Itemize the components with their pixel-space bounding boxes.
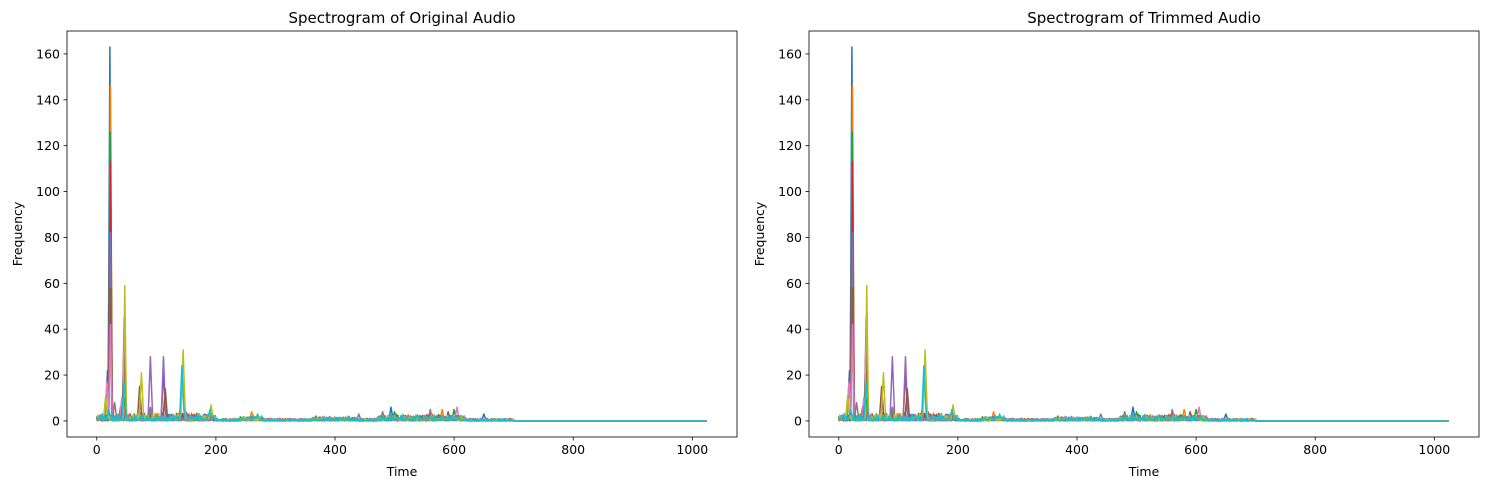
y-tick-label: 160 [36,46,60,61]
y-tick-label: 160 [778,46,802,61]
chart-title: Spectrogram of Trimmed Audio [1027,9,1261,27]
y-tick-label: 60 [786,276,802,291]
y-tick-label: 140 [778,92,802,107]
x-tick-label: 1000 [1418,442,1450,457]
x-axis-label: Time [386,464,418,479]
y-tick-label: 60 [44,276,60,291]
y-tick-label: 20 [44,368,60,383]
series-group [838,46,1449,422]
x-tick-label: 800 [1303,442,1327,457]
chart-panel-1: 0 200 400 600 800 1000 0 20 40 60 80 100 120 140 160 Sp… [10,9,738,479]
x-tick-label: 600 [442,442,466,457]
x-tick-label: 0 [835,442,843,457]
y-tick-label: 100 [778,184,802,199]
series-line-3 [96,131,707,422]
y-tick-label: 40 [44,322,60,337]
y-tick-label: 120 [778,138,802,153]
chart-title: Spectrogram of Original Audio [289,9,516,27]
series-line-4 [838,161,1449,422]
y-tick-label: 40 [786,322,802,337]
series-line-3 [838,131,1449,422]
chart-panel-2: 0 200 400 600 800 1000 0 20 40 60 80 100 120 140 160 Sp… [752,9,1480,479]
series-line-4 [96,161,707,422]
x-tick-label: 400 [323,442,347,457]
x-tick-label: 600 [1184,442,1208,457]
y-axis-label: Frequency [752,201,767,266]
axes-frame [808,30,1480,438]
series-line-5 [838,232,1449,422]
series-line-1 [838,46,1449,422]
series-line-2 [96,85,707,422]
x-axis-label: Time [1128,464,1160,479]
x-tick-label: 1000 [676,442,708,457]
x-tick-label: 200 [946,442,970,457]
series-line-10 [96,365,707,422]
series-line-2 [838,85,1449,422]
series-line-6 [96,287,707,422]
y-tick-label: 120 [36,138,60,153]
series-line-7 [838,323,1449,422]
y-tick-label: 20 [786,368,802,383]
series-group [96,46,707,422]
axes-frame [66,30,738,438]
y-axis-label: Frequency [10,201,25,266]
y-tick-label: 0 [52,413,60,428]
y-tick-label: 140 [36,92,60,107]
series-line-6 [838,287,1449,422]
y-tick-label: 0 [794,413,802,428]
series-line-10 [838,365,1449,422]
series-line-7 [96,323,707,422]
y-tick-label: 80 [44,230,60,245]
series-line-5 [96,232,707,422]
x-tick-label: 400 [1065,442,1089,457]
series-line-9 [96,284,707,422]
x-tick-label: 800 [561,442,585,457]
y-tick-label: 100 [36,184,60,199]
x-tick-label: 0 [93,442,101,457]
y-tick-label: 80 [786,230,802,245]
series-line-9 [838,284,1449,422]
series-line-1 [96,46,707,422]
x-tick-label: 200 [204,442,228,457]
